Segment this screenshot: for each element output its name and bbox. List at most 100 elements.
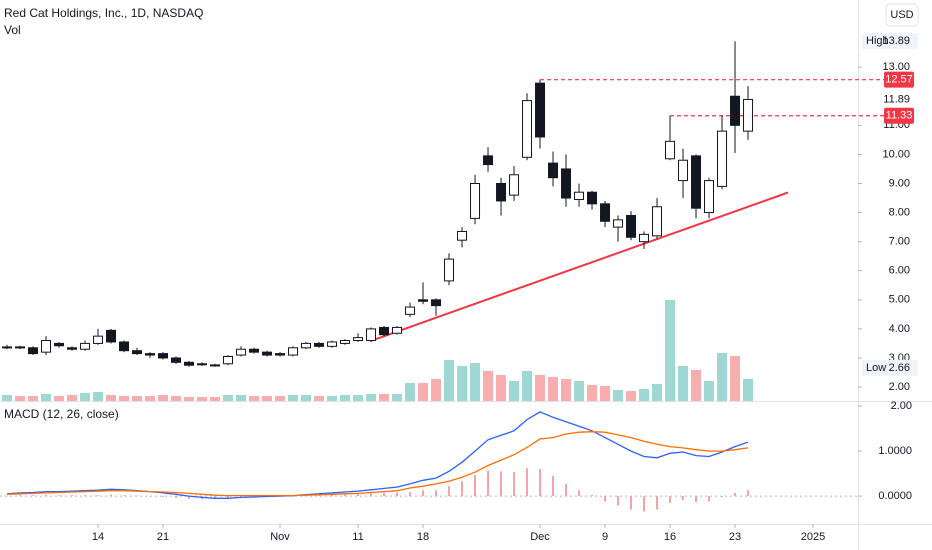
chart-title: Red Cat Holdings, Inc., 1D, NASDAQ: [4, 6, 203, 20]
histogram-bar: [84, 495, 87, 497]
candle-body: [223, 356, 234, 365]
volume-bar: [535, 375, 546, 401]
volume-bar: [639, 389, 650, 401]
candle-body: [184, 361, 195, 366]
histogram-bar: [747, 490, 750, 497]
candle-body: [197, 363, 208, 366]
histogram-bar: [331, 494, 334, 497]
volume-bar: [613, 390, 624, 401]
volume-bar: [444, 360, 455, 401]
volume-bar: [470, 363, 481, 401]
volume-bar: [704, 381, 715, 401]
candle-body: [327, 341, 338, 347]
candle-body: [639, 233, 650, 243]
histogram-bar: [188, 496, 191, 499]
price-line-label: 12.57: [885, 74, 913, 86]
currency-box[interactable]: [885, 3, 919, 27]
candle-body: [106, 329, 117, 343]
volume-bar: [314, 396, 325, 401]
histogram-bar: [357, 493, 360, 497]
candle-body: [28, 347, 39, 355]
candle-body: [15, 346, 26, 349]
histogram-bar: [370, 493, 373, 497]
candle-body: [470, 182, 481, 219]
histogram-bar: [58, 495, 61, 497]
volume-bar: [249, 396, 260, 401]
histogram-bar: [305, 495, 308, 497]
candle-body: [444, 258, 455, 282]
candle-body: [535, 82, 546, 138]
x-tick-label: 18: [417, 531, 429, 543]
candle-body: [366, 328, 377, 342]
y-tick-label: 5.00: [889, 294, 910, 306]
candle-body: [119, 341, 130, 352]
candle-body: [418, 299, 429, 302]
histogram-bar: [669, 496, 672, 503]
histogram-bar: [448, 486, 451, 497]
histogram-bar: [6, 495, 9, 497]
candle-body: [548, 162, 559, 179]
y-tick-label: 6.00: [889, 265, 910, 277]
candle-body: [314, 342, 325, 347]
candle-body: [288, 347, 299, 356]
volume-bar: [691, 370, 702, 401]
candle-body: [626, 214, 637, 238]
high-label-box: [862, 33, 918, 50]
volume-bar: [587, 385, 598, 401]
volume-bar: [457, 366, 468, 401]
volume-bar: [327, 396, 338, 401]
volume-bar: [379, 394, 390, 401]
histogram-bar: [149, 496, 152, 497]
price-line-label-box: [884, 107, 914, 124]
candle-body: [80, 342, 91, 350]
y-tick-label: 13.00: [882, 61, 910, 73]
candle-body: [600, 203, 611, 222]
histogram-bar: [461, 481, 464, 497]
currency[interactable]: USD: [890, 9, 913, 21]
candle-body: [158, 353, 169, 359]
volume-bar: [561, 379, 572, 401]
candle-body: [522, 100, 533, 158]
volume-bar: [262, 396, 273, 401]
x-tick-label: Nov: [270, 531, 290, 543]
low-label-value: 2.66: [889, 362, 910, 374]
x-tick-label: 14: [92, 531, 104, 543]
candle-body: [665, 140, 676, 160]
candle-body: [171, 357, 182, 363]
volume-bar: [15, 396, 26, 401]
candle-body: [613, 219, 624, 228]
volume-bar: [392, 394, 403, 401]
y-tick-label: 0.0000: [878, 490, 912, 502]
histogram-bar: [162, 496, 165, 497]
candle-body: [691, 155, 702, 209]
y-tick-label: 8.00: [889, 206, 910, 218]
volume-bar: [418, 383, 429, 401]
histogram-bar: [656, 496, 659, 510]
histogram-bar: [136, 495, 139, 497]
price-line-label: 11.33: [886, 110, 913, 122]
last-price-box: [872, 91, 914, 108]
volume-bar: [431, 379, 442, 401]
x-tick-label: Dec: [530, 531, 550, 543]
histogram-bar: [539, 469, 542, 497]
histogram-bar: [396, 492, 399, 497]
histogram-bar: [552, 475, 555, 497]
candle-body: [717, 130, 728, 187]
volume-bar: [730, 356, 741, 401]
x-tick-label: 2025: [801, 531, 825, 543]
volume-bar: [184, 397, 195, 401]
volume-bar: [405, 383, 416, 401]
volume-bar: [236, 395, 247, 401]
volume-bar: [743, 379, 754, 401]
histogram-bar: [97, 495, 100, 497]
candle-body: [379, 326, 390, 336]
candle-body: [41, 340, 52, 353]
candle-body: [353, 337, 364, 342]
y-tick-label: 4.00: [889, 323, 910, 335]
volume-bar: [28, 396, 39, 401]
candle-body: [340, 340, 351, 344]
x-tick-label: 11: [352, 531, 363, 543]
volume-bar: [145, 396, 156, 401]
histogram-bar: [565, 483, 568, 497]
histogram-bar: [474, 474, 477, 497]
